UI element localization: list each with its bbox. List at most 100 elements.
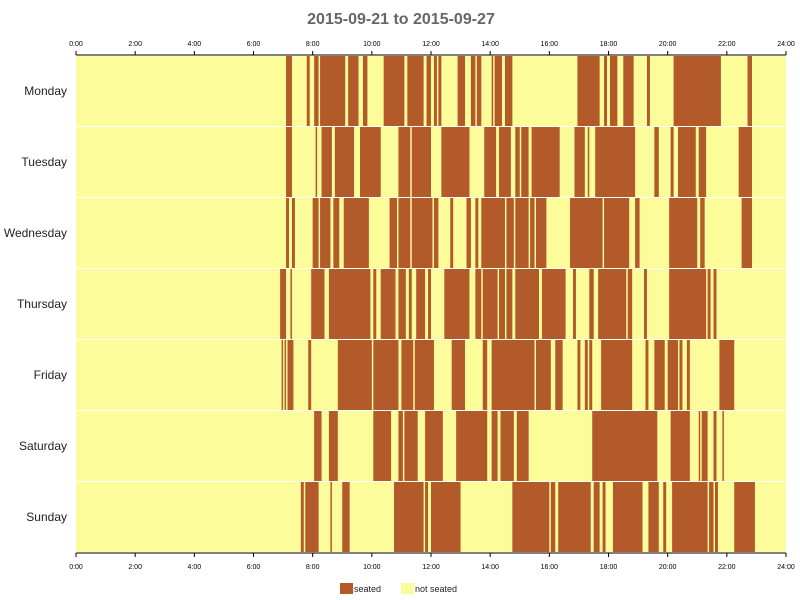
- seated-bar-tuesday-8: [484, 127, 497, 197]
- seated-bar-sunday-13: [648, 482, 659, 552]
- seated-bar-tuesday-11: [521, 127, 529, 197]
- seated-bar-wednesday-9: [433, 198, 439, 268]
- seated-bar-thursday-23: [707, 269, 711, 339]
- x-tick-label-top-0: 0:00: [69, 41, 83, 48]
- seated-bar-monday-16: [504, 56, 513, 126]
- seated-bar-thursday-21: [644, 269, 647, 339]
- x-tick-label-top-3: 6:00: [247, 41, 261, 48]
- seated-bar-thursday-20: [627, 269, 633, 339]
- seated-bar-saturday-12: [698, 411, 701, 481]
- x-tick-label-bottom-1: 2:00: [128, 564, 142, 571]
- x-tick-label-top-11: 22:00: [718, 41, 736, 48]
- seated-bar-thursday-24: [713, 269, 717, 339]
- seated-bar-friday-4: [337, 340, 372, 410]
- seated-bar-sunday-0: [300, 482, 304, 552]
- seated-bar-monday-11: [457, 56, 466, 126]
- seated-bar-wednesday-22: [700, 198, 705, 268]
- seated-bar-friday-18: [654, 340, 665, 410]
- seated-bar-monday-8: [426, 56, 431, 126]
- seated-bar-sunday-4: [394, 482, 424, 552]
- x-tick-label-top-8: 16:00: [541, 41, 559, 48]
- seated-bar-wednesday-15: [515, 198, 529, 268]
- seated-bar-saturday-14: [713, 411, 717, 481]
- seated-bar-tuesday-6: [411, 127, 431, 197]
- seated-bar-saturday-0: [314, 411, 322, 481]
- legend-swatch-seated: [340, 583, 353, 594]
- x-tick-label-top-6: 12:00: [422, 41, 440, 48]
- seated-bar-thursday-19: [598, 269, 627, 339]
- seated-bar-sunday-17: [715, 482, 718, 552]
- seated-bar-monday-7: [407, 56, 424, 126]
- seated-bar-monday-4: [348, 56, 359, 126]
- seated-bar-saturday-15: [722, 411, 724, 481]
- seated-bar-friday-11: [536, 340, 551, 410]
- seated-bar-tuesday-9: [499, 127, 511, 197]
- seated-bar-thursday-3: [328, 269, 371, 339]
- seated-bar-sunday-18: [734, 482, 755, 552]
- x-tick-label-bottom-7: 14:00: [481, 564, 499, 571]
- x-tick-label-top-9: 18:00: [600, 41, 618, 48]
- seated-bar-thursday-8: [416, 269, 426, 339]
- legend: seated not seated: [340, 583, 457, 594]
- seated-bar-sunday-1: [305, 482, 319, 552]
- seated-bar-monday-12: [470, 56, 476, 126]
- seated-bar-tuesday-2: [321, 127, 332, 197]
- seated-bar-sunday-3: [342, 482, 350, 552]
- seated-bar-tuesday-12: [531, 127, 560, 197]
- x-tick-label-bottom-9: 18:00: [600, 564, 618, 571]
- seated-bar-saturday-9: [516, 411, 529, 481]
- plot-area: [76, 56, 786, 552]
- seated-bar-friday-5: [373, 340, 399, 410]
- seated-bar-friday-1: [284, 340, 287, 410]
- seated-bar-wednesday-1: [291, 198, 295, 268]
- seated-bar-monday-23: [747, 56, 752, 126]
- chart-title: 2015-09-21 to 2015-09-27: [307, 11, 495, 28]
- seated-bar-monday-0: [286, 56, 292, 126]
- seated-bar-tuesday-10: [515, 127, 520, 197]
- seated-bar-thursday-16: [541, 269, 566, 339]
- seated-bar-tuesday-19: [698, 127, 707, 197]
- seated-bar-wednesday-11: [466, 198, 471, 268]
- seated-bar-monday-5: [362, 56, 368, 126]
- seated-bar-thursday-12: [482, 269, 498, 339]
- day-label-saturday: Saturday: [19, 439, 67, 453]
- seated-bar-saturday-8: [500, 411, 514, 481]
- x-tick-label-bottom-11: 22:00: [718, 564, 736, 571]
- x-tick-label-bottom-4: 8:00: [306, 564, 320, 571]
- seated-bar-tuesday-13: [574, 127, 585, 197]
- seated-bar-thursday-4: [373, 269, 377, 339]
- seated-bar-thursday-2: [311, 269, 325, 339]
- seated-bar-tuesday-18: [678, 127, 696, 197]
- x-tick-label-top-7: 14:00: [481, 41, 499, 48]
- seated-bar-wednesday-0: [286, 198, 289, 268]
- seated-bar-monday-15: [494, 56, 502, 126]
- seated-bar-friday-13: [577, 340, 581, 410]
- seated-bar-sunday-12: [612, 482, 643, 552]
- seated-bar-monday-10: [438, 56, 442, 126]
- seated-bar-monday-19: [609, 56, 618, 126]
- seated-bar-wednesday-13: [481, 198, 505, 268]
- seated-bar-saturday-10: [592, 411, 658, 481]
- seated-bar-tuesday-5: [398, 127, 411, 197]
- x-tick-label-bottom-12: 24:00: [777, 564, 795, 571]
- seated-bar-saturday-7: [491, 411, 498, 481]
- x-tick-label-top-5: 10:00: [363, 41, 381, 48]
- seated-bar-sunday-16: [709, 482, 714, 552]
- seated-bar-wednesday-17: [536, 198, 547, 268]
- seated-bar-thursday-13: [499, 269, 505, 339]
- seated-bar-friday-9: [482, 340, 488, 410]
- seated-bar-sunday-14: [663, 482, 667, 552]
- seated-bar-saturday-5: [425, 411, 443, 481]
- seated-bar-wednesday-8: [411, 198, 433, 268]
- seated-bar-wednesday-21: [669, 198, 698, 268]
- x-tick-label-bottom-10: 20:00: [659, 564, 677, 571]
- seated-bar-tuesday-17: [670, 127, 674, 197]
- seated-bar-tuesday-1: [315, 127, 318, 197]
- day-label-wednesday: Wednesday: [4, 226, 67, 240]
- seated-bar-friday-22: [719, 340, 735, 410]
- seated-bar-saturday-1: [328, 411, 338, 481]
- seated-bar-friday-7: [414, 340, 434, 410]
- seated-bar-wednesday-20: [635, 198, 640, 268]
- seated-bar-monday-3: [320, 56, 346, 126]
